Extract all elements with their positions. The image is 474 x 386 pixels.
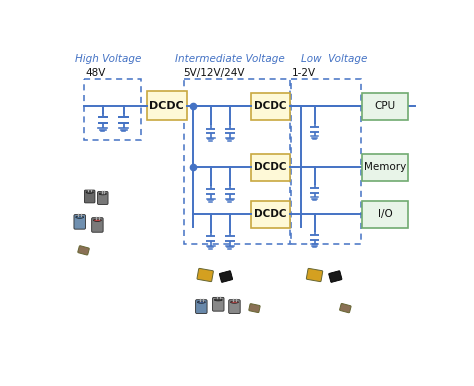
Text: DCDC: DCDC: [149, 101, 184, 111]
Text: 48V: 48V: [86, 68, 106, 78]
Text: 5V/12V/24V: 5V/12V/24V: [183, 68, 245, 78]
Text: DCDC: DCDC: [255, 209, 287, 219]
Bar: [251, 201, 290, 228]
FancyBboxPatch shape: [74, 215, 85, 229]
Bar: [183, 79, 290, 244]
FancyBboxPatch shape: [197, 268, 213, 282]
FancyBboxPatch shape: [219, 271, 233, 282]
FancyBboxPatch shape: [328, 271, 342, 282]
FancyBboxPatch shape: [229, 300, 240, 313]
Text: Low  Voltage: Low Voltage: [301, 54, 367, 64]
Bar: [83, 79, 141, 140]
Bar: [251, 154, 290, 181]
Bar: [362, 154, 409, 181]
Bar: [292, 79, 361, 244]
Bar: [362, 93, 409, 120]
FancyBboxPatch shape: [78, 246, 89, 255]
Bar: [362, 201, 409, 228]
FancyBboxPatch shape: [98, 191, 108, 205]
Text: Intermediate Voltage: Intermediate Voltage: [175, 54, 285, 64]
FancyBboxPatch shape: [91, 218, 103, 232]
FancyBboxPatch shape: [84, 190, 95, 203]
FancyBboxPatch shape: [196, 300, 207, 313]
Text: 1-2V: 1-2V: [292, 68, 316, 78]
Text: CPU: CPU: [375, 102, 396, 112]
Ellipse shape: [214, 299, 222, 301]
Text: High Voltage: High Voltage: [75, 54, 141, 64]
FancyBboxPatch shape: [339, 303, 351, 313]
Ellipse shape: [197, 301, 205, 303]
Bar: [146, 91, 187, 120]
Ellipse shape: [99, 193, 106, 195]
FancyBboxPatch shape: [306, 268, 323, 282]
FancyBboxPatch shape: [212, 297, 224, 311]
Text: DCDC: DCDC: [255, 162, 287, 172]
Ellipse shape: [93, 219, 101, 222]
FancyBboxPatch shape: [249, 304, 260, 313]
Ellipse shape: [76, 216, 83, 218]
Text: DCDC: DCDC: [255, 102, 287, 112]
Bar: [251, 93, 290, 120]
Ellipse shape: [230, 301, 238, 303]
Text: I/O: I/O: [378, 209, 393, 219]
Ellipse shape: [86, 191, 93, 193]
Text: Memory: Memory: [364, 162, 407, 172]
